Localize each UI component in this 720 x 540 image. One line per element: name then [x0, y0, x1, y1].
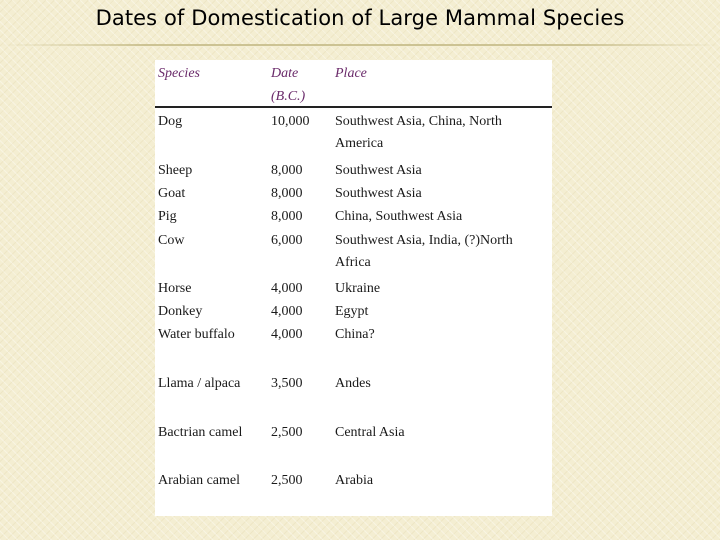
- species-cell: Pig: [158, 209, 177, 224]
- date-cell: 10,000: [271, 114, 310, 129]
- place-cell: Andes: [335, 376, 371, 391]
- place-cell: Ukraine: [335, 281, 381, 296]
- species-cell: Dog: [158, 114, 183, 129]
- species-cell: Llama / alpaca: [158, 376, 241, 391]
- place-cell: China, Southwest Asia: [335, 209, 463, 224]
- date-cell: 4,000: [271, 304, 303, 319]
- date-cell: 6,000: [271, 233, 303, 248]
- date-cell: 4,000: [271, 327, 303, 342]
- place-cell-continued: America: [335, 136, 384, 151]
- place-cell: Southwest Asia, India, (?)North: [335, 233, 513, 248]
- species-cell: Goat: [158, 186, 186, 201]
- species-cell: Donkey: [158, 304, 203, 319]
- header-date-unit: (B.C.): [271, 89, 306, 104]
- date-cell: 8,000: [271, 163, 303, 178]
- domestication-table: Species Date (B.C.) Place Dog 10,000 Sou…: [155, 60, 552, 516]
- species-cell: Bactrian camel: [158, 425, 243, 440]
- place-cell: Egypt: [335, 304, 369, 319]
- header-place: Place: [335, 66, 367, 81]
- date-cell: 3,500: [271, 376, 303, 391]
- place-cell: China?: [335, 327, 375, 342]
- species-cell: Horse: [158, 281, 192, 296]
- date-cell: 2,500: [271, 425, 303, 440]
- header-species: Species: [158, 66, 200, 81]
- place-cell: Southwest Asia: [335, 163, 422, 178]
- place-cell: Southwest Asia: [335, 186, 422, 201]
- title-divider: [0, 44, 720, 46]
- place-cell: Southwest Asia, China, North: [335, 114, 502, 129]
- species-cell: Water buffalo: [158, 327, 235, 342]
- species-cell: Cow: [158, 233, 185, 248]
- place-cell: Arabia: [335, 473, 374, 488]
- header-date: Date: [271, 66, 299, 81]
- page-title: Dates of Domestication of Large Mammal S…: [95, 6, 625, 30]
- header-divider: [155, 106, 552, 108]
- date-cell: 4,000: [271, 281, 303, 296]
- date-cell: 2,500: [271, 473, 303, 488]
- species-cell: Sheep: [158, 163, 193, 178]
- place-cell-continued: Africa: [335, 255, 371, 270]
- date-cell: 8,000: [271, 209, 303, 224]
- date-cell: 8,000: [271, 186, 303, 201]
- place-cell: Central Asia: [335, 425, 405, 440]
- species-cell: Arabian camel: [158, 473, 241, 488]
